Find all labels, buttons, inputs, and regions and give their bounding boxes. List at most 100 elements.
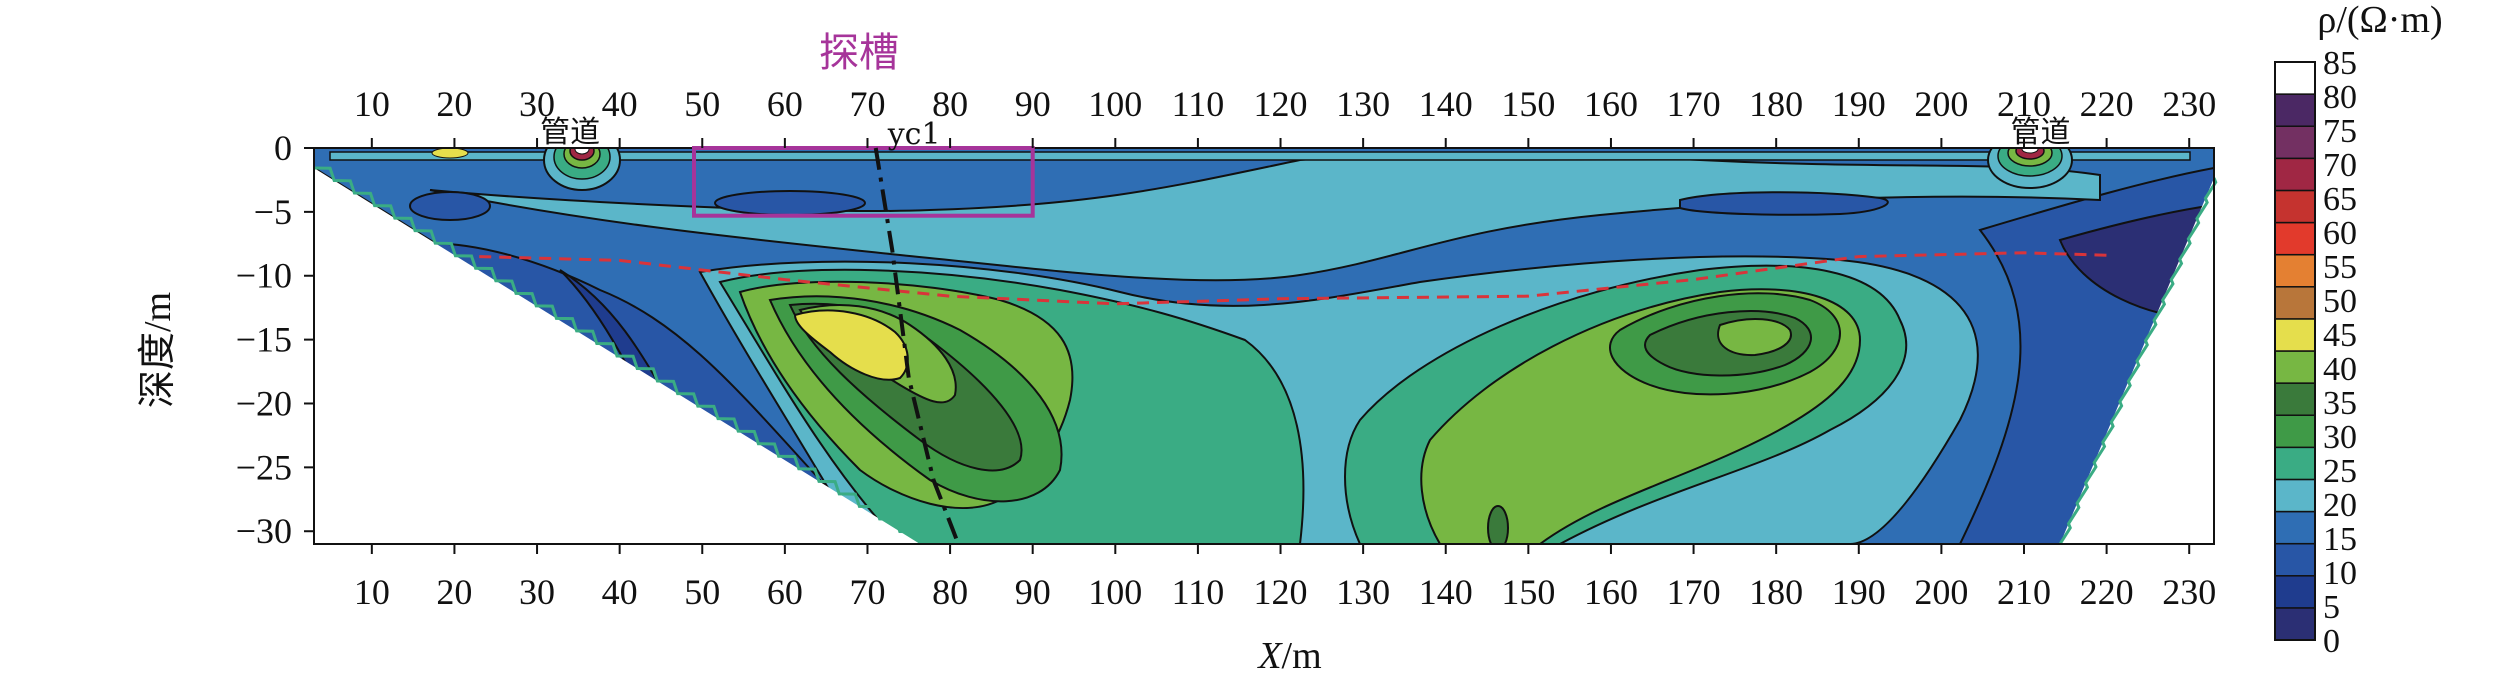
x-bottom-tick-label: 130 (1336, 572, 1390, 612)
colorbar-swatch (2274, 189, 2316, 224)
x-bottom-tick-label: 180 (1749, 572, 1803, 612)
colorbar-swatch (2274, 157, 2316, 192)
zone-small-green-pocket (1487, 505, 1509, 544)
x-bottom-tick-label: 140 (1419, 572, 1473, 612)
y-tick-label: 0 (274, 128, 292, 168)
x-bottom-tick-label: 150 (1501, 572, 1555, 612)
colorbar-swatch (2274, 93, 2316, 127)
trench-box (692, 146, 1035, 218)
colorbar-swatch (2274, 61, 2316, 95)
x-top-tick-label: 140 (1419, 84, 1473, 124)
zone-blue-pocket-right (1679, 191, 1889, 216)
x-bottom-tick-label: 70 (849, 572, 885, 612)
x-bottom-tick-label: 220 (2080, 572, 2134, 612)
x-top-tick-label: 10 (354, 84, 390, 124)
colorbar-swatch (2274, 446, 2316, 481)
zone-cyan-upper (429, 151, 2101, 282)
colorbar-swatch (2274, 382, 2316, 416)
pipe-label-right: 管道 (2011, 115, 2071, 150)
colorbar-title: ρ/(Ω·m) (2317, 0, 2442, 41)
colorbar-tick-label: 10 (2323, 555, 2357, 592)
x-bottom-tick-label: 30 (519, 572, 555, 612)
y-axis: 0 −5 −10 −15 −20 −25 −30 (236, 128, 314, 551)
colorbar-tick-label: 85 (2323, 45, 2357, 82)
y-tick-label: −30 (236, 511, 292, 551)
colorbar-swatch (2274, 478, 2316, 513)
x-top-tick-label: 160 (1584, 84, 1638, 124)
x-top-tick-label: 90 (1015, 84, 1051, 124)
x-bottom-tick-label: 100 (1088, 572, 1142, 612)
y-axis-title: 深度/m (137, 292, 179, 408)
x-top-tick-label: 80 (932, 84, 968, 124)
x-top-tick-label: 230 (2162, 84, 2216, 124)
colorbar-tick-label: 55 (2323, 249, 2357, 286)
x-top-tick-label: 200 (1914, 84, 1968, 124)
y-tick-label: −25 (236, 447, 292, 487)
fault-label: yc1 (887, 117, 941, 152)
colorbar-tick-label: 80 (2323, 79, 2357, 116)
colorbar-tick-label: 60 (2323, 215, 2357, 252)
x-bottom-tick-label: 170 (1667, 572, 1721, 612)
colorbar-swatch (2274, 221, 2316, 256)
x-bottom-tick-label: 210 (1997, 572, 2051, 612)
x-bottom-tick-label: 190 (1832, 572, 1886, 612)
x-top-tick-label: 120 (1254, 84, 1308, 124)
pipe-anomaly-left (543, 148, 621, 191)
section-edge-left (313, 166, 922, 545)
x-top-tick-label: 130 (1336, 84, 1390, 124)
colorbar-swatch (2274, 125, 2316, 160)
interface-dashed-line (479, 251, 2107, 306)
colorbar-swatch (2274, 318, 2316, 352)
x-axis-title: X/m (1256, 635, 1321, 677)
zone-yellow-high (793, 309, 909, 381)
section-edge-right (2058, 177, 2218, 545)
y-tick-label: −5 (254, 192, 292, 232)
colorbar-tick-label: 15 (2323, 521, 2357, 558)
x-bottom-tick-label: 20 (436, 572, 472, 612)
colorbar-tick-label: 0 (2323, 623, 2340, 660)
y-tick-label: −20 (236, 383, 292, 423)
colorbar-swatch (2274, 286, 2316, 320)
x-axis-top: 10 20 30 40 50 60 70 80 90 100 110 120 130 140 150 160 1… (354, 84, 2216, 148)
trench-label: 探槽 (819, 30, 899, 76)
x-bottom-tick-label: 10 (354, 572, 390, 612)
zone-olive-right (1717, 318, 1792, 357)
x-top-tick-label: 180 (1749, 84, 1803, 124)
colorbar-tick-label: 30 (2323, 419, 2357, 456)
pipe-anomaly-right (1987, 148, 2073, 189)
x-axis-title-unit: /m (1282, 635, 1322, 677)
x-bottom-tick-label: 60 (767, 572, 803, 612)
x-top-tick-label: 150 (1501, 84, 1555, 124)
x-bottom-tick-label: 110 (1172, 572, 1225, 612)
colorbar-tick-label: 5 (2323, 589, 2340, 626)
y-tick-label: −10 (236, 256, 292, 296)
colorbar-swatch (2274, 607, 2316, 641)
x-axis-title-symbol: X (1256, 635, 1283, 677)
x-top-tick-label: 40 (602, 84, 638, 124)
pipe-label-left: 管道 (540, 115, 600, 150)
x-top-tick-label: 210 (1997, 84, 2051, 124)
zone-yellow-surface-left (431, 148, 469, 159)
x-bottom-tick-label: 90 (1015, 572, 1051, 612)
colorbar-swatch (2274, 510, 2316, 545)
x-bottom-tick-label: 80 (932, 572, 968, 612)
colorbar-tick-label: 20 (2323, 487, 2357, 524)
x-bottom-tick-label: 200 (1914, 572, 1968, 612)
colorbar-tick-label: 25 (2323, 453, 2357, 490)
zone-blue-pocket-left (409, 191, 491, 221)
x-axis-bottom: 10 20 30 40 50 60 70 80 90 100 110 120 130 140 150 160 1… (354, 544, 2216, 612)
colorbar-swatch (2274, 575, 2316, 609)
y-tick-label: −15 (236, 320, 292, 360)
x-bottom-tick-label: 50 (684, 572, 720, 612)
x-top-tick-label: 170 (1667, 84, 1721, 124)
colorbar-swatch (2274, 350, 2316, 384)
x-top-tick-label: 60 (767, 84, 803, 124)
x-bottom-tick-label: 120 (1254, 572, 1308, 612)
colorbar-swatch (2274, 253, 2316, 288)
colorbar-tick-label: 65 (2323, 181, 2357, 218)
x-top-tick-label: 70 (849, 84, 885, 124)
colorbar-swatch (2274, 542, 2316, 577)
x-top-tick-label: 100 (1088, 84, 1142, 124)
colorbar-tick-label: 75 (2323, 113, 2357, 150)
